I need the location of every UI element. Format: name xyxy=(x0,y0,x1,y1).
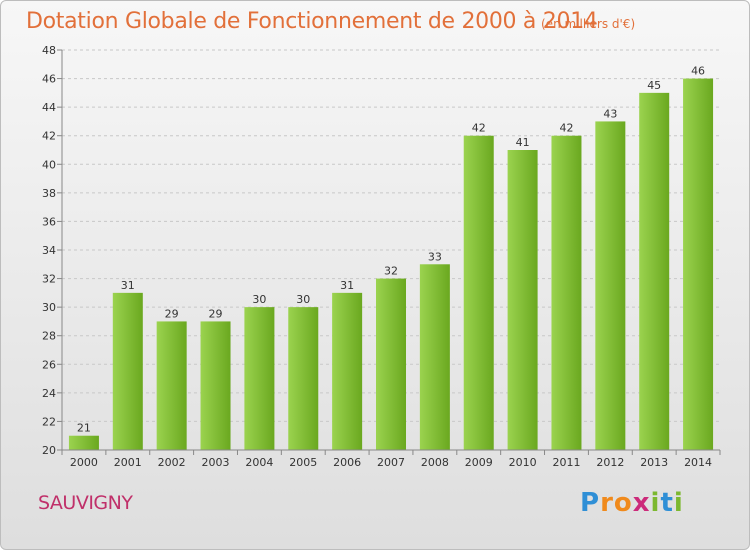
bar xyxy=(376,278,406,450)
y-tick-label: 20 xyxy=(42,444,56,457)
x-tick-label: 2013 xyxy=(640,456,668,469)
x-tick-label: 2003 xyxy=(202,456,230,469)
x-tick-label: 2008 xyxy=(421,456,449,469)
chart-unit: (en milliers d'€) xyxy=(541,17,636,31)
bar-value-label: 30 xyxy=(252,293,266,306)
x-tick-label: 2007 xyxy=(377,456,405,469)
bar-value-label: 21 xyxy=(77,422,91,435)
y-tick-label: 34 xyxy=(42,244,56,257)
bar-value-label: 45 xyxy=(647,79,661,92)
bar xyxy=(639,92,670,450)
bar-value-label: 46 xyxy=(691,65,705,78)
y-tick-label: 48 xyxy=(42,44,56,57)
y-tick-label: 36 xyxy=(42,215,56,228)
bar xyxy=(112,292,143,450)
bar-value-label: 31 xyxy=(121,279,135,292)
bar xyxy=(463,135,494,450)
y-tick-label: 26 xyxy=(42,358,56,371)
y-tick-label: 24 xyxy=(42,387,56,400)
y-tick-label: 38 xyxy=(42,187,56,200)
bar-value-label: 32 xyxy=(384,265,398,278)
bar xyxy=(595,121,626,450)
bar xyxy=(68,435,99,450)
x-tick-label: 2014 xyxy=(684,456,712,469)
x-tick-label: 2002 xyxy=(158,456,186,469)
y-tick-label: 40 xyxy=(42,158,56,171)
bar-value-label: 33 xyxy=(428,250,442,263)
bar xyxy=(244,307,275,450)
bar-value-label: 42 xyxy=(472,122,486,135)
bar-value-label: 29 xyxy=(165,307,179,320)
y-tick-label: 32 xyxy=(42,273,56,286)
bar xyxy=(156,321,187,450)
logo-letter: i xyxy=(650,488,661,518)
bar-value-label: 31 xyxy=(340,279,354,292)
bar xyxy=(683,78,714,451)
bar xyxy=(288,307,319,450)
y-tick-label: 42 xyxy=(42,130,56,143)
logo-letter: i xyxy=(673,488,684,518)
bar xyxy=(419,264,450,450)
x-tick-label: 2010 xyxy=(509,456,537,469)
logo-letter: P xyxy=(580,488,601,518)
bar xyxy=(200,321,231,450)
logo-letter: o xyxy=(613,488,633,518)
bar xyxy=(507,150,538,450)
logo-letter: t xyxy=(660,488,674,518)
bar-value-label: 30 xyxy=(296,293,310,306)
logo-letter: r xyxy=(600,488,614,518)
x-tick-label: 2001 xyxy=(114,456,142,469)
y-tick-label: 30 xyxy=(42,301,56,314)
bars: 21 31 29 29 30 30 31 32 33 42 41 42 43 45 46 xyxy=(68,65,714,451)
bar xyxy=(332,292,363,450)
bar-value-label: 43 xyxy=(603,107,617,120)
x-tick-label: 2005 xyxy=(289,456,317,469)
bar-value-label: 41 xyxy=(516,136,530,149)
x-tick-label: 2012 xyxy=(596,456,624,469)
axes: 20 22 24 26 28 30 32 34 36 38 40 42 44 46 48 2000 2001 20… xyxy=(42,44,721,469)
x-tick-label: 2000 xyxy=(70,456,98,469)
bar-value-label: 42 xyxy=(559,122,573,135)
y-tick-label: 28 xyxy=(42,330,56,343)
y-tick-label: 22 xyxy=(42,415,56,428)
x-tick-label: 2004 xyxy=(245,456,273,469)
y-tick-label: 46 xyxy=(42,73,56,86)
x-tick-label: 2009 xyxy=(465,456,493,469)
bar-value-label: 29 xyxy=(209,307,223,320)
chart-title: Dotation Globale de Fonctionnement de 20… xyxy=(26,9,598,34)
x-tick-label: 2011 xyxy=(552,456,580,469)
bar xyxy=(551,135,582,450)
y-tick-label: 44 xyxy=(42,101,56,114)
logo-letter: x xyxy=(632,488,651,518)
proxiti-logo[interactable]: Proxiti xyxy=(580,488,684,518)
x-tick-label: 2006 xyxy=(333,456,361,469)
commune-name: SAUVIGNY xyxy=(38,492,133,514)
